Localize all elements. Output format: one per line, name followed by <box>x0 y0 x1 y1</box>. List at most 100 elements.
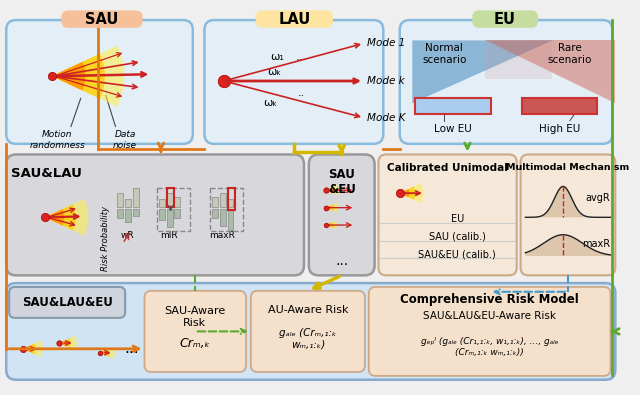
Text: SAU&EU (calib.): SAU&EU (calib.) <box>419 249 496 259</box>
Text: maxR: maxR <box>209 231 235 240</box>
Text: Motion
randomness: Motion randomness <box>29 130 85 150</box>
Wedge shape <box>45 199 88 236</box>
Text: SAU
&EU: SAU &EU <box>328 168 356 196</box>
Text: Risk Probability: Risk Probability <box>101 206 110 271</box>
Wedge shape <box>400 183 423 203</box>
FancyBboxPatch shape <box>255 10 333 28</box>
Wedge shape <box>100 350 106 355</box>
Wedge shape <box>326 203 338 213</box>
Text: AU-Aware Risk: AU-Aware Risk <box>268 305 348 315</box>
FancyBboxPatch shape <box>6 154 304 275</box>
FancyBboxPatch shape <box>520 154 615 275</box>
Wedge shape <box>326 222 333 228</box>
FancyBboxPatch shape <box>472 10 538 28</box>
Wedge shape <box>52 62 86 90</box>
Bar <box>228 199 234 207</box>
Text: Rare
scenario: Rare scenario <box>548 43 592 65</box>
Wedge shape <box>326 185 339 196</box>
Bar <box>212 197 218 207</box>
Text: ··: ·· <box>298 92 305 102</box>
Wedge shape <box>52 54 105 99</box>
Text: Comprehensive Risk Model: Comprehensive Risk Model <box>400 293 579 306</box>
Text: SAU-Aware
Risk: SAU-Aware Risk <box>164 306 225 328</box>
Wedge shape <box>326 220 337 229</box>
Bar <box>125 209 131 222</box>
Text: SAU&LAU: SAU&LAU <box>12 167 83 180</box>
Bar <box>175 197 180 207</box>
Polygon shape <box>485 40 552 79</box>
Text: EU: EU <box>494 11 516 26</box>
Text: SAU: SAU <box>85 11 118 26</box>
Text: Data
noise: Data noise <box>113 130 137 150</box>
Wedge shape <box>60 340 67 346</box>
Bar <box>210 188 243 231</box>
Text: Low EU: Low EU <box>434 124 472 134</box>
Wedge shape <box>22 346 31 352</box>
Text: LAU: LAU <box>278 11 310 26</box>
FancyBboxPatch shape <box>9 287 125 318</box>
Wedge shape <box>60 338 70 348</box>
Text: mlR: mlR <box>160 231 177 240</box>
Text: wR: wR <box>120 231 134 240</box>
Text: ωₖ: ωₖ <box>263 98 277 108</box>
Wedge shape <box>100 349 109 357</box>
Text: Mode 1: Mode 1 <box>367 38 405 48</box>
Text: Multimodal Mechanism: Multimodal Mechanism <box>506 163 630 172</box>
Text: gₑₚᴵ (gₐₗₑ (Cr₁,₁:ₖ, w₁,₁:ₖ), ..., gₐₗₑ
(Crₘ,₁:ₖ wₘ,₁:ₖ)): gₑₚᴵ (gₐₗₑ (Cr₁,₁:ₖ, w₁,₁:ₖ), ..., gₐₗₑ … <box>421 337 558 357</box>
Bar <box>220 193 226 207</box>
Wedge shape <box>60 336 77 350</box>
Text: avgR: avgR <box>586 193 611 203</box>
Wedge shape <box>326 204 334 211</box>
Text: SAU&LAU&EU: SAU&LAU&EU <box>22 296 113 309</box>
FancyBboxPatch shape <box>204 20 383 144</box>
FancyBboxPatch shape <box>400 20 612 144</box>
Bar <box>220 209 226 226</box>
Text: ✗: ✗ <box>122 232 132 245</box>
FancyBboxPatch shape <box>369 287 611 376</box>
Wedge shape <box>326 188 332 192</box>
Bar <box>166 209 173 227</box>
FancyBboxPatch shape <box>6 283 615 380</box>
Wedge shape <box>22 343 36 354</box>
Text: ω₁: ω₁ <box>270 52 284 62</box>
Text: ···: ··· <box>296 55 307 65</box>
Wedge shape <box>100 346 115 359</box>
Bar <box>117 209 124 218</box>
FancyBboxPatch shape <box>378 154 516 275</box>
Wedge shape <box>52 45 124 107</box>
Wedge shape <box>45 209 64 226</box>
Polygon shape <box>412 40 552 103</box>
Bar <box>166 188 175 207</box>
Text: Crₘ,ₖ: Crₘ,ₖ <box>179 337 211 350</box>
Wedge shape <box>326 223 330 227</box>
FancyBboxPatch shape <box>522 98 597 114</box>
Polygon shape <box>485 40 615 103</box>
Text: High EU: High EU <box>539 124 580 134</box>
Text: Normal
scenario: Normal scenario <box>422 43 467 65</box>
FancyBboxPatch shape <box>6 20 193 144</box>
Wedge shape <box>400 189 410 197</box>
Text: EU: EU <box>451 214 464 224</box>
Bar <box>157 188 190 231</box>
FancyBboxPatch shape <box>251 291 365 372</box>
Bar <box>228 209 234 230</box>
Text: SAU&LAU&EU-Aware Risk: SAU&LAU&EU-Aware Risk <box>423 311 556 321</box>
Bar <box>159 199 164 207</box>
Text: ...: ... <box>335 254 348 268</box>
Wedge shape <box>45 204 76 230</box>
FancyBboxPatch shape <box>309 154 374 275</box>
Bar <box>159 209 164 220</box>
Bar <box>175 209 180 218</box>
Text: Mode K: Mode K <box>367 113 405 123</box>
Bar <box>117 193 124 207</box>
Text: SAU (calib.): SAU (calib.) <box>429 232 486 242</box>
Wedge shape <box>400 186 415 200</box>
FancyBboxPatch shape <box>61 10 143 28</box>
Text: ωₖ: ωₖ <box>267 67 281 77</box>
Wedge shape <box>326 206 331 210</box>
Bar <box>228 188 236 210</box>
Text: Calibrated Unimodal: Calibrated Unimodal <box>387 163 508 173</box>
Text: ...: ... <box>125 341 140 356</box>
Bar <box>125 199 131 207</box>
Text: gₐₗₑ (Crₘ,₁:ₖ
wₘ,₁:ₖ): gₐₗₑ (Crₘ,₁:ₖ wₘ,₁:ₖ) <box>279 328 337 350</box>
